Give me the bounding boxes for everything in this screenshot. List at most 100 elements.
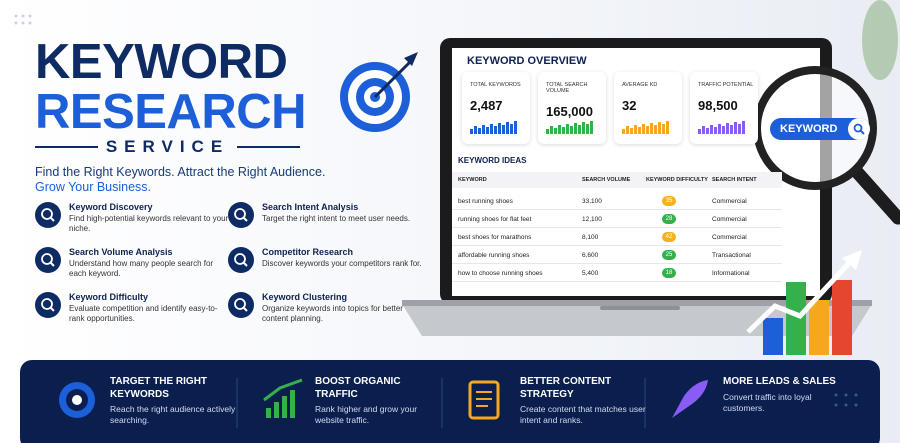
- table-cell: best shoes for marathons: [458, 234, 532, 241]
- tagline: Find the Right Keywords. Attract the Rig…: [35, 165, 326, 179]
- mini-bar: [654, 125, 657, 134]
- benefit: BOOST ORGANIC TRAFFIC Rank higher and gro…: [315, 376, 445, 426]
- feature-icon: [228, 202, 254, 228]
- feature-glyph: [234, 208, 248, 222]
- stat-value: 165,000: [546, 104, 593, 119]
- table-cell: Transactional: [712, 252, 751, 259]
- stat-card: TOTAL SEARCH VOLUME 165,000: [538, 72, 606, 144]
- table-header-bg: [452, 172, 782, 188]
- mini-bar: [474, 126, 477, 134]
- mini-bar: [730, 125, 733, 134]
- feature-glyph: [234, 253, 248, 267]
- mini-bar: [470, 129, 473, 134]
- rule: [237, 146, 301, 148]
- table-cell: Informational: [712, 270, 750, 277]
- mini-bar: [706, 128, 709, 134]
- stat-card: TOTAL KEYWORDS 2,487: [462, 72, 530, 144]
- mini-bar: [630, 128, 633, 134]
- mini-bar: [710, 125, 713, 134]
- feature: Competitor Research Discover keywords you…: [262, 247, 422, 269]
- difficulty-badge: 18: [662, 268, 676, 278]
- table-cell: 12,100: [582, 216, 602, 223]
- mini-bar: [642, 124, 645, 134]
- stat-label: TRAFFIC POTENTIAL: [698, 82, 754, 88]
- mini-bar: [726, 123, 729, 134]
- feature-title: Keyword Discovery: [69, 202, 153, 212]
- mini-bar: [546, 129, 549, 134]
- feature-description: Target the right intent to meet user nee…: [262, 214, 411, 223]
- stat-card: AVERAGE KD 32: [614, 72, 682, 144]
- search-icon: [848, 118, 870, 140]
- feature-description: Understand how many people search for ea…: [69, 259, 214, 279]
- table-cell: best running shoes: [458, 198, 513, 205]
- benefit: MORE LEADS & SALES Convert traffic into l…: [723, 376, 853, 414]
- feature: Keyword Difficulty Evaluate competition a…: [69, 292, 229, 325]
- benefit-description: Create content that matches user intent …: [520, 404, 646, 426]
- mini-bar: [506, 122, 509, 134]
- mini-bar: [646, 126, 649, 134]
- mini-bar: [574, 123, 577, 134]
- feature-glyph: [41, 298, 55, 312]
- table-cell: 5,400: [582, 270, 599, 277]
- mini-bars: [698, 121, 745, 134]
- dashboard-title: KEYWORD OVERVIEW: [467, 55, 587, 67]
- table-cell: 33,100: [582, 198, 602, 205]
- row-rule: [452, 245, 782, 246]
- mini-bar: [498, 123, 501, 134]
- feature-description: Discover keywords your competitors rank …: [262, 259, 422, 268]
- table-cell: affordable running shoes: [458, 252, 530, 259]
- benefit-description: Reach the right audience actively search…: [110, 404, 236, 426]
- feature-icon: [35, 247, 61, 273]
- ideas-title: KEYWORD IDEAS: [458, 156, 527, 165]
- mini-bars: [622, 121, 669, 134]
- feature-icon: [35, 202, 61, 228]
- feature-description: Evaluate competition and identify easy-t…: [69, 304, 218, 324]
- mini-bar: [622, 129, 625, 134]
- feature: Search Volume Analysis Understand how man…: [69, 247, 229, 280]
- table-cell: 6,600: [582, 252, 599, 259]
- mini-bar: [634, 125, 637, 134]
- mini-bar: [738, 124, 741, 134]
- benefit-title: BETTER CONTENT STRATEGY: [520, 376, 612, 400]
- mini-bar: [582, 122, 585, 134]
- search-badge-text: KEYWORD: [780, 123, 838, 135]
- mini-bar: [666, 121, 669, 134]
- feature: Keyword Discovery Find high-potential key…: [69, 202, 229, 235]
- search-badge: KEYWORD: [770, 118, 870, 140]
- column-header: SEARCH INTENT: [712, 177, 757, 183]
- difficulty-badge: 28: [662, 214, 676, 224]
- mini-bar: [550, 126, 553, 134]
- tagline-highlight: Grow Your Business.: [35, 180, 152, 194]
- mini-bar: [490, 124, 493, 134]
- mini-bar: [566, 124, 569, 134]
- mini-bar: [626, 126, 629, 134]
- benefit-title: MORE LEADS & SALES: [723, 376, 836, 387]
- mini-bar: [486, 127, 489, 134]
- mini-bar: [510, 124, 513, 134]
- benefit: TARGET THE RIGHT KEYWORDS Reach the right…: [110, 376, 240, 426]
- benefit-title: TARGET THE RIGHT KEYWORDS: [110, 376, 208, 400]
- mini-bar: [570, 126, 573, 134]
- stat-label: TOTAL KEYWORDS: [470, 82, 521, 88]
- mini-bar: [478, 128, 481, 134]
- rule: [35, 146, 98, 148]
- feature-description: Organize keywords into topics for better…: [262, 304, 403, 324]
- mini-bar: [714, 127, 717, 134]
- feature: Keyword Clustering Organize keywords into…: [262, 292, 422, 325]
- title-line: RESEARCH: [35, 85, 306, 139]
- mini-bar: [554, 128, 557, 134]
- feature-title: Keyword Clustering: [262, 292, 348, 302]
- feature-icon: [228, 247, 254, 273]
- table-cell: 8,100: [582, 234, 599, 241]
- feature-title: Competitor Research: [262, 247, 354, 257]
- feature-title: Search Volume Analysis: [69, 247, 173, 257]
- stat-label: AVERAGE KD: [622, 82, 658, 88]
- mini-bar: [514, 121, 517, 134]
- mini-bar: [698, 129, 701, 134]
- mini-bar: [562, 127, 565, 134]
- benefit-title: BOOST ORGANIC TRAFFIC: [315, 376, 401, 400]
- feature-glyph: [41, 253, 55, 267]
- mini-bar: [718, 124, 721, 134]
- stat-value: 32: [622, 98, 637, 113]
